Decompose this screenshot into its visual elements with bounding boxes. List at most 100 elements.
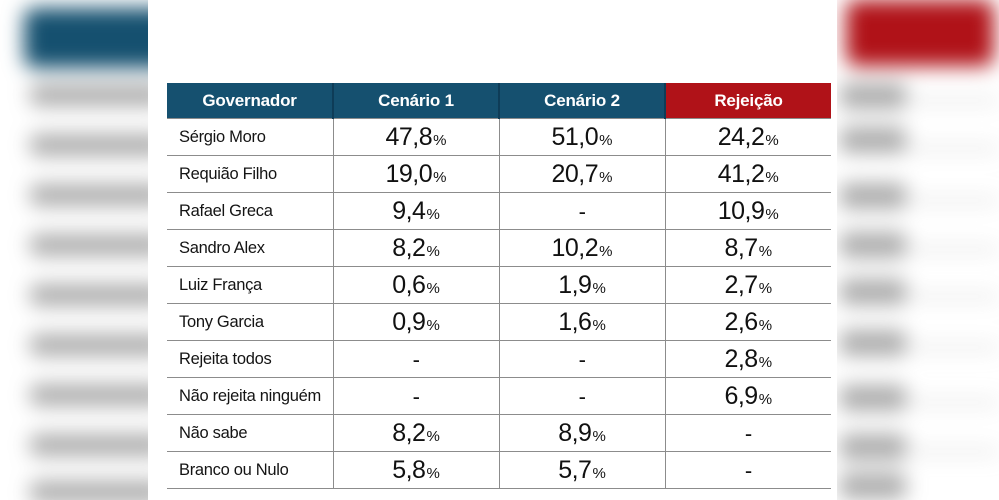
percent-sign: % bbox=[426, 464, 440, 482]
table-row: Luiz França 0,6% 1,9% 2,7% bbox=[167, 266, 831, 304]
value-cell: - bbox=[498, 340, 665, 378]
bg-text-blob bbox=[30, 234, 165, 256]
bg-text-blob bbox=[30, 284, 165, 306]
value-cell: 41,2% bbox=[664, 155, 831, 193]
no-value-dash: - bbox=[578, 346, 586, 372]
table-row: Requião Filho 19,0% 20,7% 41,2% bbox=[167, 155, 831, 193]
value-cell: 9,4% bbox=[332, 192, 499, 230]
value-cell: 0,9% bbox=[332, 303, 499, 341]
value-cell: - bbox=[664, 414, 831, 452]
percent-number: 5,7 bbox=[558, 455, 592, 484]
candidate-name: Rejeita todos bbox=[167, 340, 333, 378]
table-row: Não rejeita ninguém - - 6,9% bbox=[167, 377, 831, 415]
poll-table-header: Governador Cenário 1 Cenário 2 Rejeição bbox=[167, 83, 831, 119]
bg-text-blob bbox=[840, 279, 906, 305]
value-cell: 51,0% bbox=[498, 118, 665, 156]
value-cell: 8,7% bbox=[664, 229, 831, 267]
table-row: Não sabe 8,2% 8,9% - bbox=[167, 414, 831, 452]
percent-number: 10,9 bbox=[717, 196, 765, 225]
value-cell: 8,9% bbox=[498, 414, 665, 452]
percent-number: 24,2 bbox=[717, 122, 765, 151]
value-cell: 2,7% bbox=[664, 266, 831, 304]
percent-sign: % bbox=[426, 316, 440, 334]
bg-text-blob bbox=[840, 473, 906, 499]
bg-text-blob bbox=[30, 134, 165, 156]
bg-line-blob bbox=[900, 246, 999, 253]
no-value-dash: - bbox=[744, 457, 752, 483]
value-cell: 47,8% bbox=[332, 118, 499, 156]
percent-sign: % bbox=[765, 131, 779, 149]
percent-number: 2,6 bbox=[724, 307, 758, 336]
percent-number: 41,2 bbox=[717, 159, 765, 188]
percent-number: 10,2 bbox=[551, 233, 599, 262]
value-cell: 1,6% bbox=[498, 303, 665, 341]
percent-sign: % bbox=[599, 168, 613, 186]
bg-line-blob bbox=[900, 197, 999, 204]
poll-table-panel: Governador Cenário 1 Cenário 2 Rejeição … bbox=[148, 0, 837, 500]
percent-number: 8,2 bbox=[392, 233, 426, 262]
percent-sign: % bbox=[592, 279, 606, 297]
percent-number: 6,9 bbox=[724, 381, 758, 410]
percent-sign: % bbox=[426, 427, 440, 445]
percent-number: 8,9 bbox=[558, 418, 592, 447]
percent-number: 20,7 bbox=[551, 159, 599, 188]
bg-text-blob bbox=[840, 330, 906, 356]
bg-text-blob bbox=[30, 384, 165, 406]
value-cell: 19,0% bbox=[332, 155, 499, 193]
table-row: Branco ou Nulo 5,8% 5,7% - bbox=[167, 451, 831, 489]
candidate-name: Tony Garcia bbox=[167, 303, 333, 341]
candidate-name: Luiz França bbox=[167, 266, 333, 304]
percent-number: 8,7 bbox=[724, 233, 758, 262]
value-cell: 20,7% bbox=[498, 155, 665, 193]
value-cell: 8,2% bbox=[332, 229, 499, 267]
bg-text-blob bbox=[840, 183, 906, 209]
candidate-name: Sérgio Moro bbox=[167, 118, 333, 156]
column-header-rejeicao: Rejeição bbox=[664, 83, 831, 119]
value-cell: - bbox=[498, 377, 665, 415]
percent-number: 5,8 bbox=[392, 455, 426, 484]
value-cell: 1,9% bbox=[498, 266, 665, 304]
percent-sign: % bbox=[433, 168, 447, 186]
bg-line-blob bbox=[900, 145, 999, 152]
column-header-governador: Governador bbox=[167, 83, 333, 119]
table-row: Sérgio Moro 47,8% 51,0% 24,2% bbox=[167, 118, 831, 156]
poll-table: Governador Cenário 1 Cenário 2 Rejeição … bbox=[167, 83, 831, 489]
percent-number: 2,7 bbox=[724, 270, 758, 299]
value-cell: 24,2% bbox=[664, 118, 831, 156]
percent-number: 0,9 bbox=[392, 307, 426, 336]
no-value-dash: - bbox=[744, 420, 752, 446]
percent-number: 9,4 bbox=[392, 196, 426, 225]
percent-sign: % bbox=[426, 205, 440, 223]
candidate-name: Requião Filho bbox=[167, 155, 333, 193]
bg-text-blob bbox=[840, 385, 906, 411]
value-cell: 10,2% bbox=[498, 229, 665, 267]
percent-sign: % bbox=[758, 242, 773, 260]
percent-number: 0,6 bbox=[392, 270, 426, 299]
table-row: Rejeita todos - - 2,8% bbox=[167, 340, 831, 378]
value-cell: 6,9% bbox=[664, 377, 831, 415]
bg-text-blob bbox=[30, 84, 165, 106]
percent-sign: % bbox=[599, 242, 613, 260]
percent-sign: % bbox=[765, 168, 779, 186]
bg-text-blob bbox=[840, 127, 906, 153]
column-header-cenario-1: Cenário 1 bbox=[332, 83, 499, 119]
value-cell: - bbox=[664, 451, 831, 489]
percent-sign: % bbox=[758, 353, 773, 371]
percent-sign: % bbox=[592, 464, 606, 482]
table-row: Rafael Greca 9,4% -10,9% bbox=[167, 192, 831, 230]
bg-text-blob bbox=[840, 434, 906, 460]
column-header-cenario-2: Cenário 2 bbox=[498, 83, 665, 119]
no-value-dash: - bbox=[412, 346, 420, 372]
percent-number: 1,6 bbox=[558, 307, 592, 336]
percent-number: 19,0 bbox=[385, 159, 433, 188]
percent-sign: % bbox=[592, 427, 606, 445]
percent-sign: % bbox=[758, 390, 773, 408]
value-cell: 2,6% bbox=[664, 303, 831, 341]
value-cell: 10,9% bbox=[664, 192, 831, 230]
bg-line-blob bbox=[900, 448, 999, 455]
poll-table-body: Sérgio Moro 47,8% 51,0% 24,2% Requião Filho 1… bbox=[167, 118, 831, 489]
percent-sign: % bbox=[758, 316, 773, 334]
bg-text-blob bbox=[840, 83, 906, 109]
